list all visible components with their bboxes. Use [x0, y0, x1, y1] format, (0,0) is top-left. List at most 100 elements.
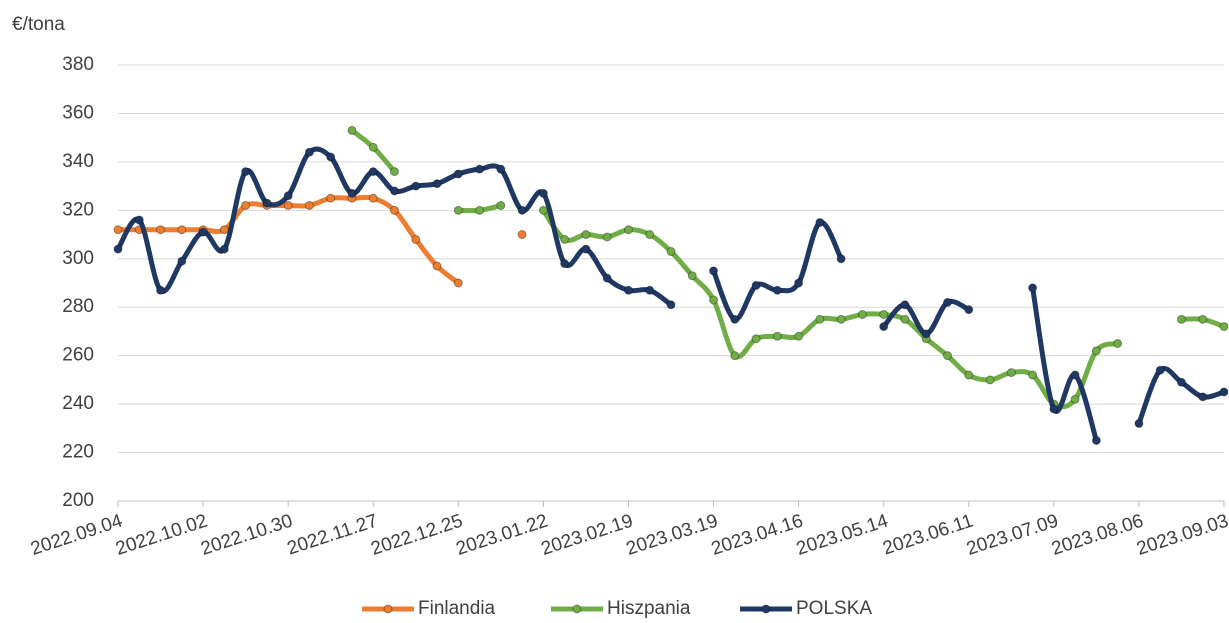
data-point — [347, 188, 357, 198]
data-point — [347, 125, 357, 135]
data-point — [730, 314, 740, 324]
y-tick-label: 340 — [62, 151, 94, 172]
data-point — [304, 200, 314, 210]
x-tick-label: 2022.09.04 — [28, 510, 125, 559]
data-point — [134, 215, 144, 225]
data-point — [517, 230, 527, 240]
data-point — [1091, 346, 1101, 356]
data-point — [1176, 314, 1186, 324]
data-point — [113, 225, 123, 235]
data-point — [368, 193, 378, 203]
data-point — [623, 225, 633, 235]
x-tick-label: 2023.08.06 — [1049, 511, 1146, 560]
data-point — [475, 164, 485, 174]
data-point — [453, 169, 463, 179]
y-tick-label: 260 — [62, 345, 94, 366]
y-tick-label: 240 — [62, 393, 94, 414]
data-point — [262, 198, 272, 208]
data-point — [177, 256, 187, 266]
data-point — [496, 164, 506, 174]
data-point — [772, 285, 782, 295]
series — [113, 146, 1229, 445]
data-point — [390, 167, 399, 177]
data-point — [730, 351, 740, 361]
x-tick-label: 2023.06.11 — [880, 511, 976, 560]
x-tick-label: 2023.07.09 — [964, 511, 1061, 560]
data-point — [1049, 404, 1059, 414]
data-point — [411, 234, 421, 244]
data-point — [560, 259, 570, 269]
data-point — [900, 314, 910, 324]
x-tick-label: 2022.10.30 — [198, 511, 295, 560]
data-point — [560, 234, 570, 244]
y-tick-label: 280 — [62, 296, 94, 317]
y-axis-label: €/tona — [12, 14, 65, 35]
data-point — [751, 280, 761, 290]
data-point — [1028, 370, 1038, 380]
x-tick-label: 2022.12.25 — [368, 511, 465, 560]
series-line — [711, 219, 844, 322]
x-tick-label: 2023.02.19 — [539, 511, 636, 560]
x-tick-label: 2023.04.16 — [709, 511, 806, 560]
data-point — [368, 142, 378, 152]
data-point — [198, 227, 208, 237]
data-point — [879, 309, 889, 319]
legend-label: Hiszpania — [607, 598, 691, 619]
data-point — [1070, 370, 1080, 380]
data-point — [687, 271, 697, 281]
y-tick-label: 220 — [62, 442, 94, 463]
data-point — [581, 244, 591, 254]
legend-marker — [572, 604, 582, 614]
data-point — [964, 305, 974, 315]
data-point — [836, 254, 846, 264]
data-point — [709, 295, 719, 305]
data-point — [411, 181, 421, 191]
legend-marker — [383, 604, 393, 614]
y-tick-label: 320 — [62, 199, 94, 220]
series-line — [540, 207, 1121, 410]
data-point — [177, 225, 187, 235]
x-tick-label: 2023.03.19 — [624, 511, 721, 560]
data-point — [943, 351, 952, 361]
data-point — [1176, 377, 1186, 387]
legend-label: Finlandia — [418, 598, 496, 619]
y-tick-label: 300 — [62, 248, 94, 269]
series-line — [1030, 285, 1099, 443]
data-point — [900, 300, 910, 310]
data-point — [836, 314, 846, 324]
data-point — [645, 230, 655, 240]
data-point — [623, 285, 633, 295]
data-point — [241, 167, 251, 177]
data-point — [879, 322, 889, 332]
data-point — [602, 273, 612, 283]
data-point — [794, 278, 804, 288]
data-point — [815, 217, 825, 227]
data-point — [1091, 435, 1101, 445]
data-point — [219, 225, 229, 235]
y-tick-label: 360 — [62, 102, 94, 123]
data-point — [390, 205, 399, 215]
data-point — [368, 167, 378, 177]
data-point — [1219, 387, 1229, 397]
series — [347, 125, 1229, 410]
data-point — [772, 331, 782, 341]
legend-label: POLSKA — [796, 598, 872, 619]
data-point — [1155, 365, 1165, 375]
data-point — [432, 179, 442, 189]
data-point — [581, 230, 591, 240]
data-point — [602, 232, 612, 242]
data-point — [475, 205, 485, 215]
data-point — [1113, 339, 1123, 349]
data-point — [538, 188, 548, 198]
legend-marker — [761, 604, 771, 614]
data-point — [219, 244, 229, 254]
x-tick-label: 2023.05.14 — [794, 510, 891, 559]
data-point — [815, 314, 825, 324]
data-point — [964, 370, 974, 380]
x-tick-label: 2023.09.03 — [1134, 511, 1229, 560]
data-point — [326, 152, 336, 162]
data-point — [517, 205, 527, 215]
data-point — [709, 266, 719, 276]
data-point — [326, 193, 336, 203]
data-point — [390, 186, 399, 196]
